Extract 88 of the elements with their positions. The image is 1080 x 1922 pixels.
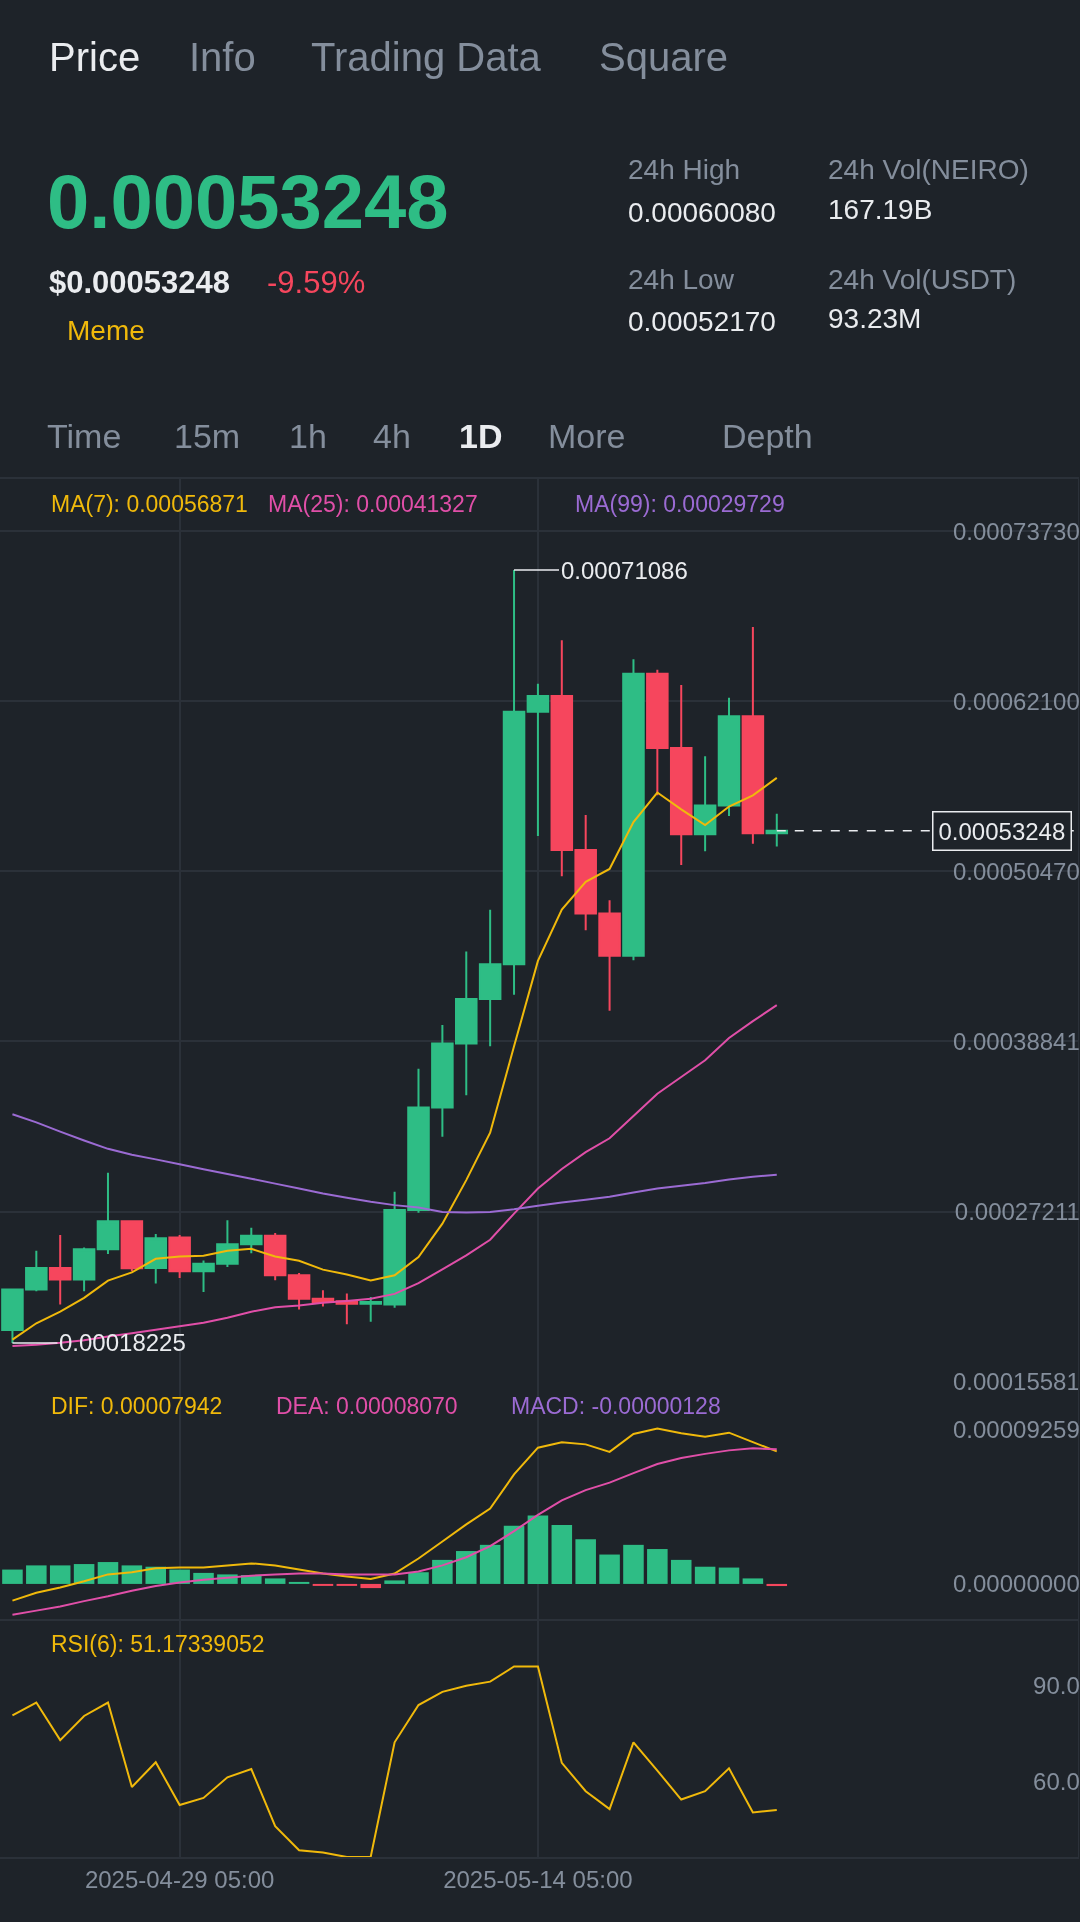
y-tick-label: 0.00000000 bbox=[953, 1570, 1080, 1598]
y-tick-label: 0.00027211 bbox=[954, 1197, 1080, 1225]
line-series bbox=[11, 1113, 778, 1214]
bar bbox=[288, 1581, 310, 1584]
candlestick bbox=[287, 1272, 311, 1311]
y-tick-label: 0.00015581 bbox=[953, 1367, 1080, 1395]
bar bbox=[336, 1583, 358, 1586]
bar bbox=[694, 1566, 716, 1584]
text: MA(99): 0.00029729 bbox=[575, 491, 785, 517]
bar bbox=[766, 1583, 788, 1587]
text: 1h bbox=[289, 417, 327, 455]
text: Square bbox=[599, 35, 728, 79]
text: Time bbox=[47, 417, 122, 455]
bar bbox=[647, 1549, 668, 1584]
candlestick bbox=[72, 1246, 96, 1293]
bar bbox=[479, 1544, 501, 1584]
y-tick-label: 60.0 bbox=[1033, 1767, 1080, 1795]
candlestick bbox=[622, 658, 645, 962]
text: Info bbox=[189, 35, 256, 79]
bar bbox=[384, 1580, 405, 1584]
bar bbox=[312, 1583, 334, 1586]
y-tick-label: 0.00073730 bbox=[953, 517, 1080, 545]
line-series bbox=[11, 1665, 778, 1858]
y-tick-label: 0.00038841 bbox=[953, 1027, 1080, 1055]
line-series bbox=[11, 1427, 778, 1602]
y-tick-label: 0.00062100 bbox=[953, 687, 1080, 715]
bar bbox=[408, 1572, 429, 1584]
text: RSI(6): 51.17339052 bbox=[51, 1631, 265, 1657]
candlestick bbox=[526, 682, 550, 838]
annotation: 0.00071086 bbox=[561, 557, 688, 584]
text: 24h High bbox=[628, 154, 741, 185]
line-series bbox=[11, 1447, 778, 1616]
x-tick-label: 2025-04-29 05:00 bbox=[84, 1865, 275, 1893]
candlestick bbox=[144, 1232, 168, 1285]
text: Price bbox=[49, 35, 141, 79]
ref-line-label: 0.00053248 bbox=[938, 817, 1066, 845]
y-tick-label: 90.0 bbox=[1033, 1671, 1080, 1699]
text: 167.19B bbox=[828, 194, 933, 225]
y-tick-label: 0.00050470 bbox=[953, 857, 1080, 885]
candlestick bbox=[263, 1231, 287, 1282]
candlestick bbox=[168, 1233, 191, 1279]
bar bbox=[527, 1515, 549, 1584]
candlestick bbox=[502, 569, 526, 996]
text: 15m bbox=[174, 417, 241, 455]
text: Trading Data bbox=[311, 35, 542, 79]
bar bbox=[26, 1565, 47, 1584]
text: 93.23M bbox=[828, 303, 922, 334]
annotation: MACD: -0.00000128 bbox=[511, 1393, 721, 1419]
bar bbox=[575, 1539, 596, 1584]
annotation: 0.00018225 bbox=[59, 1329, 186, 1356]
bar bbox=[551, 1524, 573, 1584]
bar bbox=[742, 1578, 764, 1584]
text: 0.00060080 bbox=[628, 197, 776, 228]
text: 4h bbox=[373, 417, 411, 455]
bar bbox=[599, 1554, 620, 1584]
candlestick bbox=[717, 696, 741, 817]
candlestick bbox=[48, 1233, 72, 1306]
text: Meme bbox=[67, 315, 145, 346]
bar bbox=[455, 1551, 477, 1584]
x-tick-label: 2025-05-14 05:00 bbox=[443, 1865, 633, 1893]
text: Depth bbox=[722, 417, 813, 455]
text: More bbox=[548, 417, 626, 455]
text: MA(25): 0.00041327 bbox=[268, 491, 478, 517]
text: $0.00053248 bbox=[49, 265, 231, 300]
text: 1D bbox=[459, 417, 503, 455]
text: 24h Vol(NEIRO) bbox=[828, 154, 1029, 185]
candlestick bbox=[741, 626, 765, 845]
bar bbox=[49, 1565, 71, 1584]
text: 0.00052170 bbox=[628, 306, 776, 337]
candlestick bbox=[120, 1220, 144, 1273]
bar bbox=[2, 1569, 23, 1584]
text: -9.59% bbox=[267, 265, 366, 300]
text: MA(7): 0.00056871 bbox=[51, 491, 248, 517]
bar bbox=[264, 1578, 286, 1584]
text: 24h Low bbox=[628, 264, 735, 295]
y-tick-label: 0.00009259 bbox=[953, 1415, 1080, 1443]
text: 0.00053248 bbox=[47, 159, 449, 244]
text: DEA: 0.00008070 bbox=[276, 1393, 458, 1419]
text: 24h Vol(USDT) bbox=[828, 264, 1017, 295]
bar bbox=[360, 1583, 381, 1589]
candlestick bbox=[693, 755, 717, 853]
bar bbox=[623, 1544, 644, 1584]
bar bbox=[503, 1525, 525, 1584]
bar bbox=[670, 1559, 692, 1584]
bar bbox=[432, 1559, 453, 1584]
candlestick bbox=[96, 1171, 120, 1256]
text: DIF: 0.00007942 bbox=[51, 1393, 223, 1419]
bar bbox=[718, 1567, 740, 1584]
